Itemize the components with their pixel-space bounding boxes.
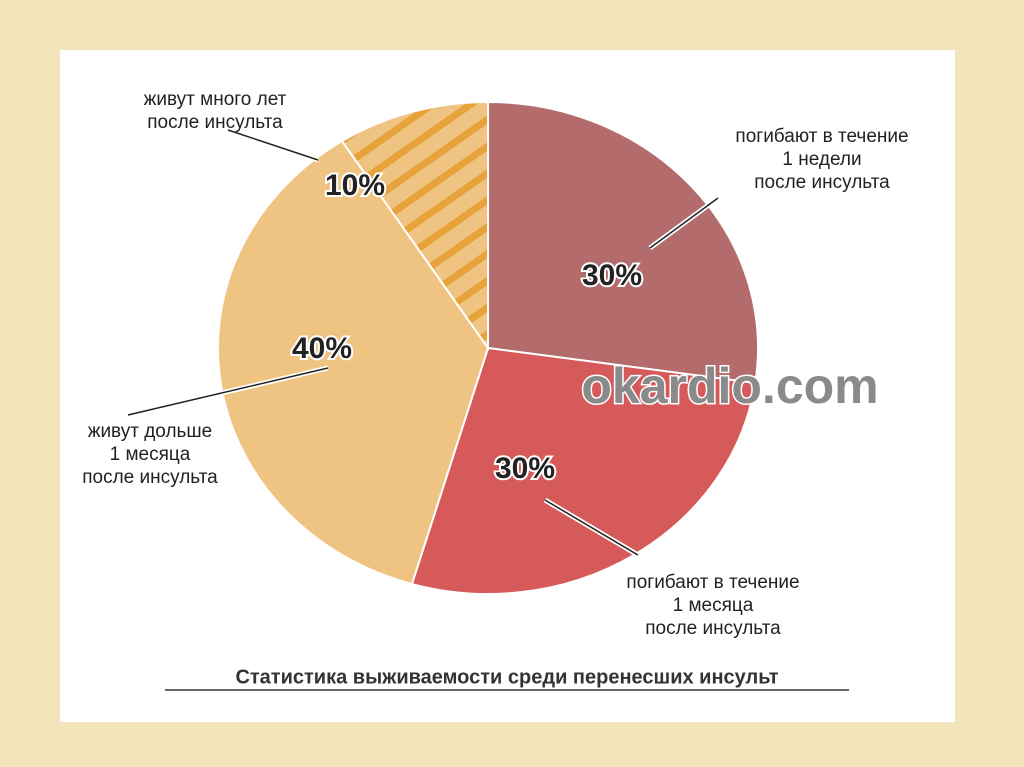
- slice-label: после инсульта: [754, 172, 890, 193]
- slice-label: 1 месяца: [110, 444, 191, 465]
- value-label: 30%: [582, 259, 642, 292]
- chart-title: Статистика выживаемости среди перенесших…: [235, 666, 778, 688]
- slice-label: погибают в течение: [735, 126, 908, 147]
- value-label: 30%: [495, 452, 555, 485]
- slice-label: после инсульта: [82, 467, 218, 488]
- leader-line: [544, 499, 639, 556]
- leader-line: [649, 197, 719, 249]
- pie-slice: [217, 139, 490, 586]
- pie-slice: [487, 100, 759, 385]
- slice-label: 1 недели: [782, 149, 861, 170]
- leader-line: [227, 129, 319, 161]
- slice-label: 1 месяца: [673, 595, 754, 616]
- slice-label: погибают в течение: [626, 572, 799, 593]
- slice-label: живут много лет: [144, 89, 287, 110]
- slice-label: после инсульта: [645, 618, 781, 639]
- slice-label: после инсульта: [147, 112, 283, 133]
- pie: [217, 100, 759, 595]
- slice-label: живут дольше: [88, 421, 213, 442]
- watermark: okardio.com: [581, 358, 878, 414]
- pie-slice: [340, 100, 489, 352]
- value-label: 40%: [292, 332, 352, 365]
- value-label: 10%: [325, 169, 385, 202]
- leader-line: [127, 367, 329, 416]
